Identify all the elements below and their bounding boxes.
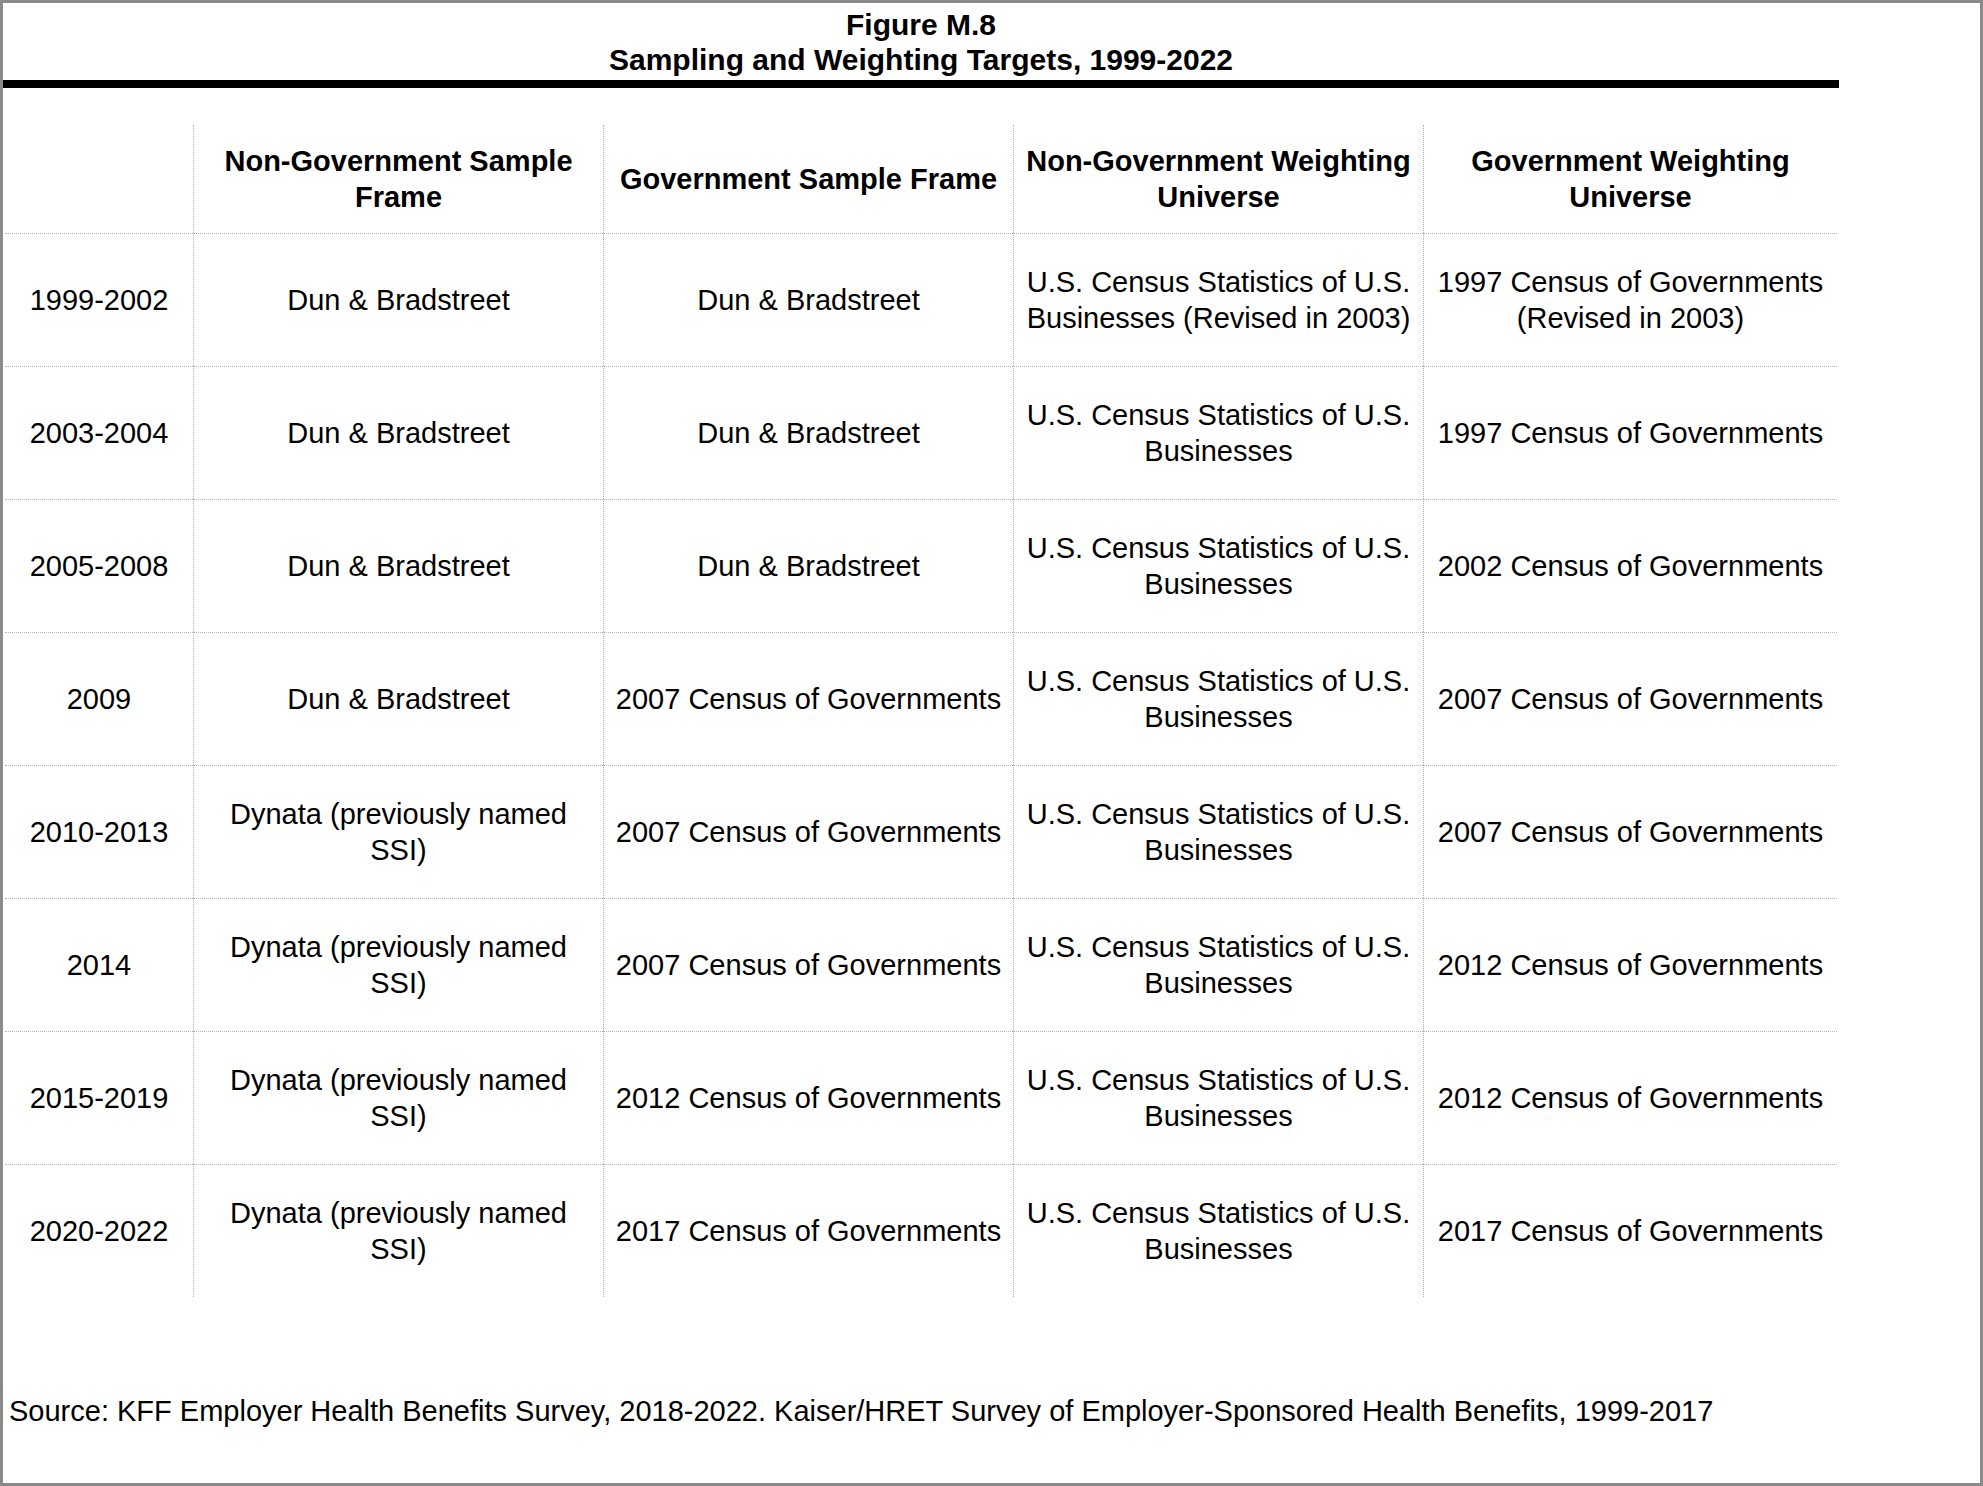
title-divider [3,80,1839,88]
gov-weighting-cell: 2012 Census of Governments [1423,898,1837,1031]
non-gov-weighting-cell: U.S. Census Statistics of U.S. Businesse… [1013,632,1423,765]
gov-sample-frame-cell: 2007 Census of Governments [603,632,1013,765]
gov-weighting-cell: 1997 Census of Governments (Revised in 2… [1423,233,1837,366]
non-gov-weighting-cell: U.S. Census Statistics of U.S. Businesse… [1013,366,1423,499]
header-cell-years [5,125,193,233]
gov-weighting-cell: 1997 Census of Governments [1423,366,1837,499]
year-cell: 2015-2019 [5,1031,193,1164]
figure-title-block: Figure M.8 Sampling and Weighting Target… [3,7,1839,77]
header-cell-gov-weighting-universe: Government Weighting Universe [1423,125,1837,233]
non-gov-sample-frame-cell: Dynata (previously named SSI) [193,1031,603,1164]
non-gov-weighting-cell: U.S. Census Statistics of U.S. Businesse… [1013,1031,1423,1164]
figure-page: Figure M.8 Sampling and Weighting Target… [0,0,1983,1486]
header-cell-non-gov-weighting-universe: Non-Government Weighting Universe [1013,125,1423,233]
gov-weighting-cell: 2012 Census of Governments [1423,1031,1837,1164]
non-gov-sample-frame-cell: Dun & Bradstreet [193,233,603,366]
non-gov-weighting-cell: U.S. Census Statistics of U.S. Businesse… [1013,233,1423,366]
sampling-weighting-table: Non-Government Sample Frame Government S… [5,125,1837,1297]
year-cell: 1999-2002 [5,233,193,366]
header-cell-non-gov-sample-frame: Non-Government Sample Frame [193,125,603,233]
gov-sample-frame-cell: 2012 Census of Governments [603,1031,1013,1164]
non-gov-sample-frame-cell: Dynata (previously named SSI) [193,898,603,1031]
non-gov-weighting-cell: U.S. Census Statistics of U.S. Businesse… [1013,1164,1423,1297]
gov-sample-frame-cell: Dun & Bradstreet [603,366,1013,499]
year-cell: 2010-2013 [5,765,193,898]
gov-sample-frame-cell: 2007 Census of Governments [603,898,1013,1031]
gov-weighting-cell: 2007 Census of Governments [1423,765,1837,898]
figure-number: Figure M.8 [3,7,1839,42]
gov-sample-frame-cell: Dun & Bradstreet [603,499,1013,632]
gov-sample-frame-cell: 2017 Census of Governments [603,1164,1013,1297]
gov-weighting-cell: 2017 Census of Governments [1423,1164,1837,1297]
gov-sample-frame-cell: Dun & Bradstreet [603,233,1013,366]
gov-weighting-cell: 2007 Census of Governments [1423,632,1837,765]
year-cell: 2005-2008 [5,499,193,632]
year-cell: 2003-2004 [5,366,193,499]
source-note: Source: KFF Employer Health Benefits Sur… [9,1394,1713,1428]
gov-weighting-cell: 2002 Census of Governments [1423,499,1837,632]
non-gov-sample-frame-cell: Dun & Bradstreet [193,366,603,499]
year-cell: 2020-2022 [5,1164,193,1297]
non-gov-weighting-cell: U.S. Census Statistics of U.S. Businesse… [1013,765,1423,898]
non-gov-sample-frame-cell: Dun & Bradstreet [193,499,603,632]
non-gov-sample-frame-cell: Dun & Bradstreet [193,632,603,765]
gov-sample-frame-cell: 2007 Census of Governments [603,765,1013,898]
header-cell-gov-sample-frame: Government Sample Frame [603,125,1013,233]
non-gov-sample-frame-cell: Dynata (previously named SSI) [193,1164,603,1297]
non-gov-weighting-cell: U.S. Census Statistics of U.S. Businesse… [1013,499,1423,632]
non-gov-sample-frame-cell: Dynata (previously named SSI) [193,765,603,898]
non-gov-weighting-cell: U.S. Census Statistics of U.S. Businesse… [1013,898,1423,1031]
year-cell: 2014 [5,898,193,1031]
year-cell: 2009 [5,632,193,765]
figure-subtitle: Sampling and Weighting Targets, 1999-202… [3,42,1839,77]
